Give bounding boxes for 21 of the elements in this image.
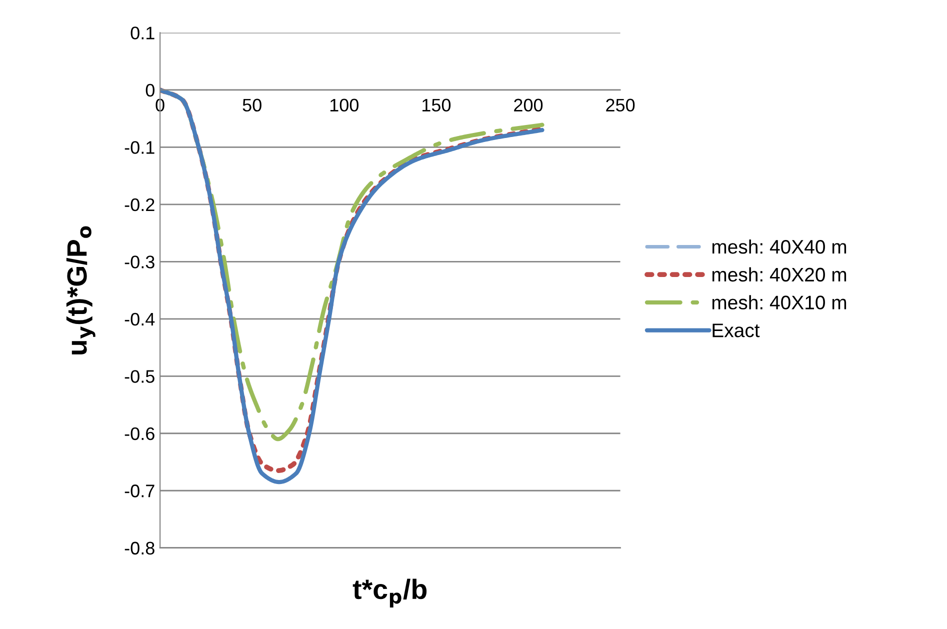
legend-label: mesh: 40X20 m xyxy=(712,267,846,282)
y-tick-label: -0.6 xyxy=(124,427,154,440)
x-tick-label: 200 xyxy=(514,98,543,112)
x-tick-label: 100 xyxy=(330,98,358,112)
y-tick-label: -0.3 xyxy=(124,256,154,268)
y-tick-label: -0.7 xyxy=(124,484,154,498)
y-tick-label: -0.4 xyxy=(124,312,155,326)
legend-label: mesh: 40X10 m xyxy=(712,295,846,310)
x-tick-label: 50 xyxy=(242,98,262,112)
y-tick-label: 0 xyxy=(146,84,154,97)
y-axis-title: u$_{y}$(t)*G/P$_{o}$ xyxy=(66,226,96,354)
legend-label: Exact xyxy=(712,324,760,338)
legend-label: mesh: 40X40 m xyxy=(712,239,846,254)
y-tick-label: -0.2 xyxy=(124,198,154,212)
y-tick-label: 0.1 xyxy=(130,26,154,40)
y-tick-label: -0.8 xyxy=(124,542,154,555)
x-tick-label: 150 xyxy=(422,98,451,112)
y-tick-label: -0.1 xyxy=(124,141,154,154)
x-tick-label: 250 xyxy=(606,98,635,112)
x-axis-title: t*c$_{p}$/b xyxy=(352,578,427,608)
y-tick-label: -0.5 xyxy=(124,370,154,383)
